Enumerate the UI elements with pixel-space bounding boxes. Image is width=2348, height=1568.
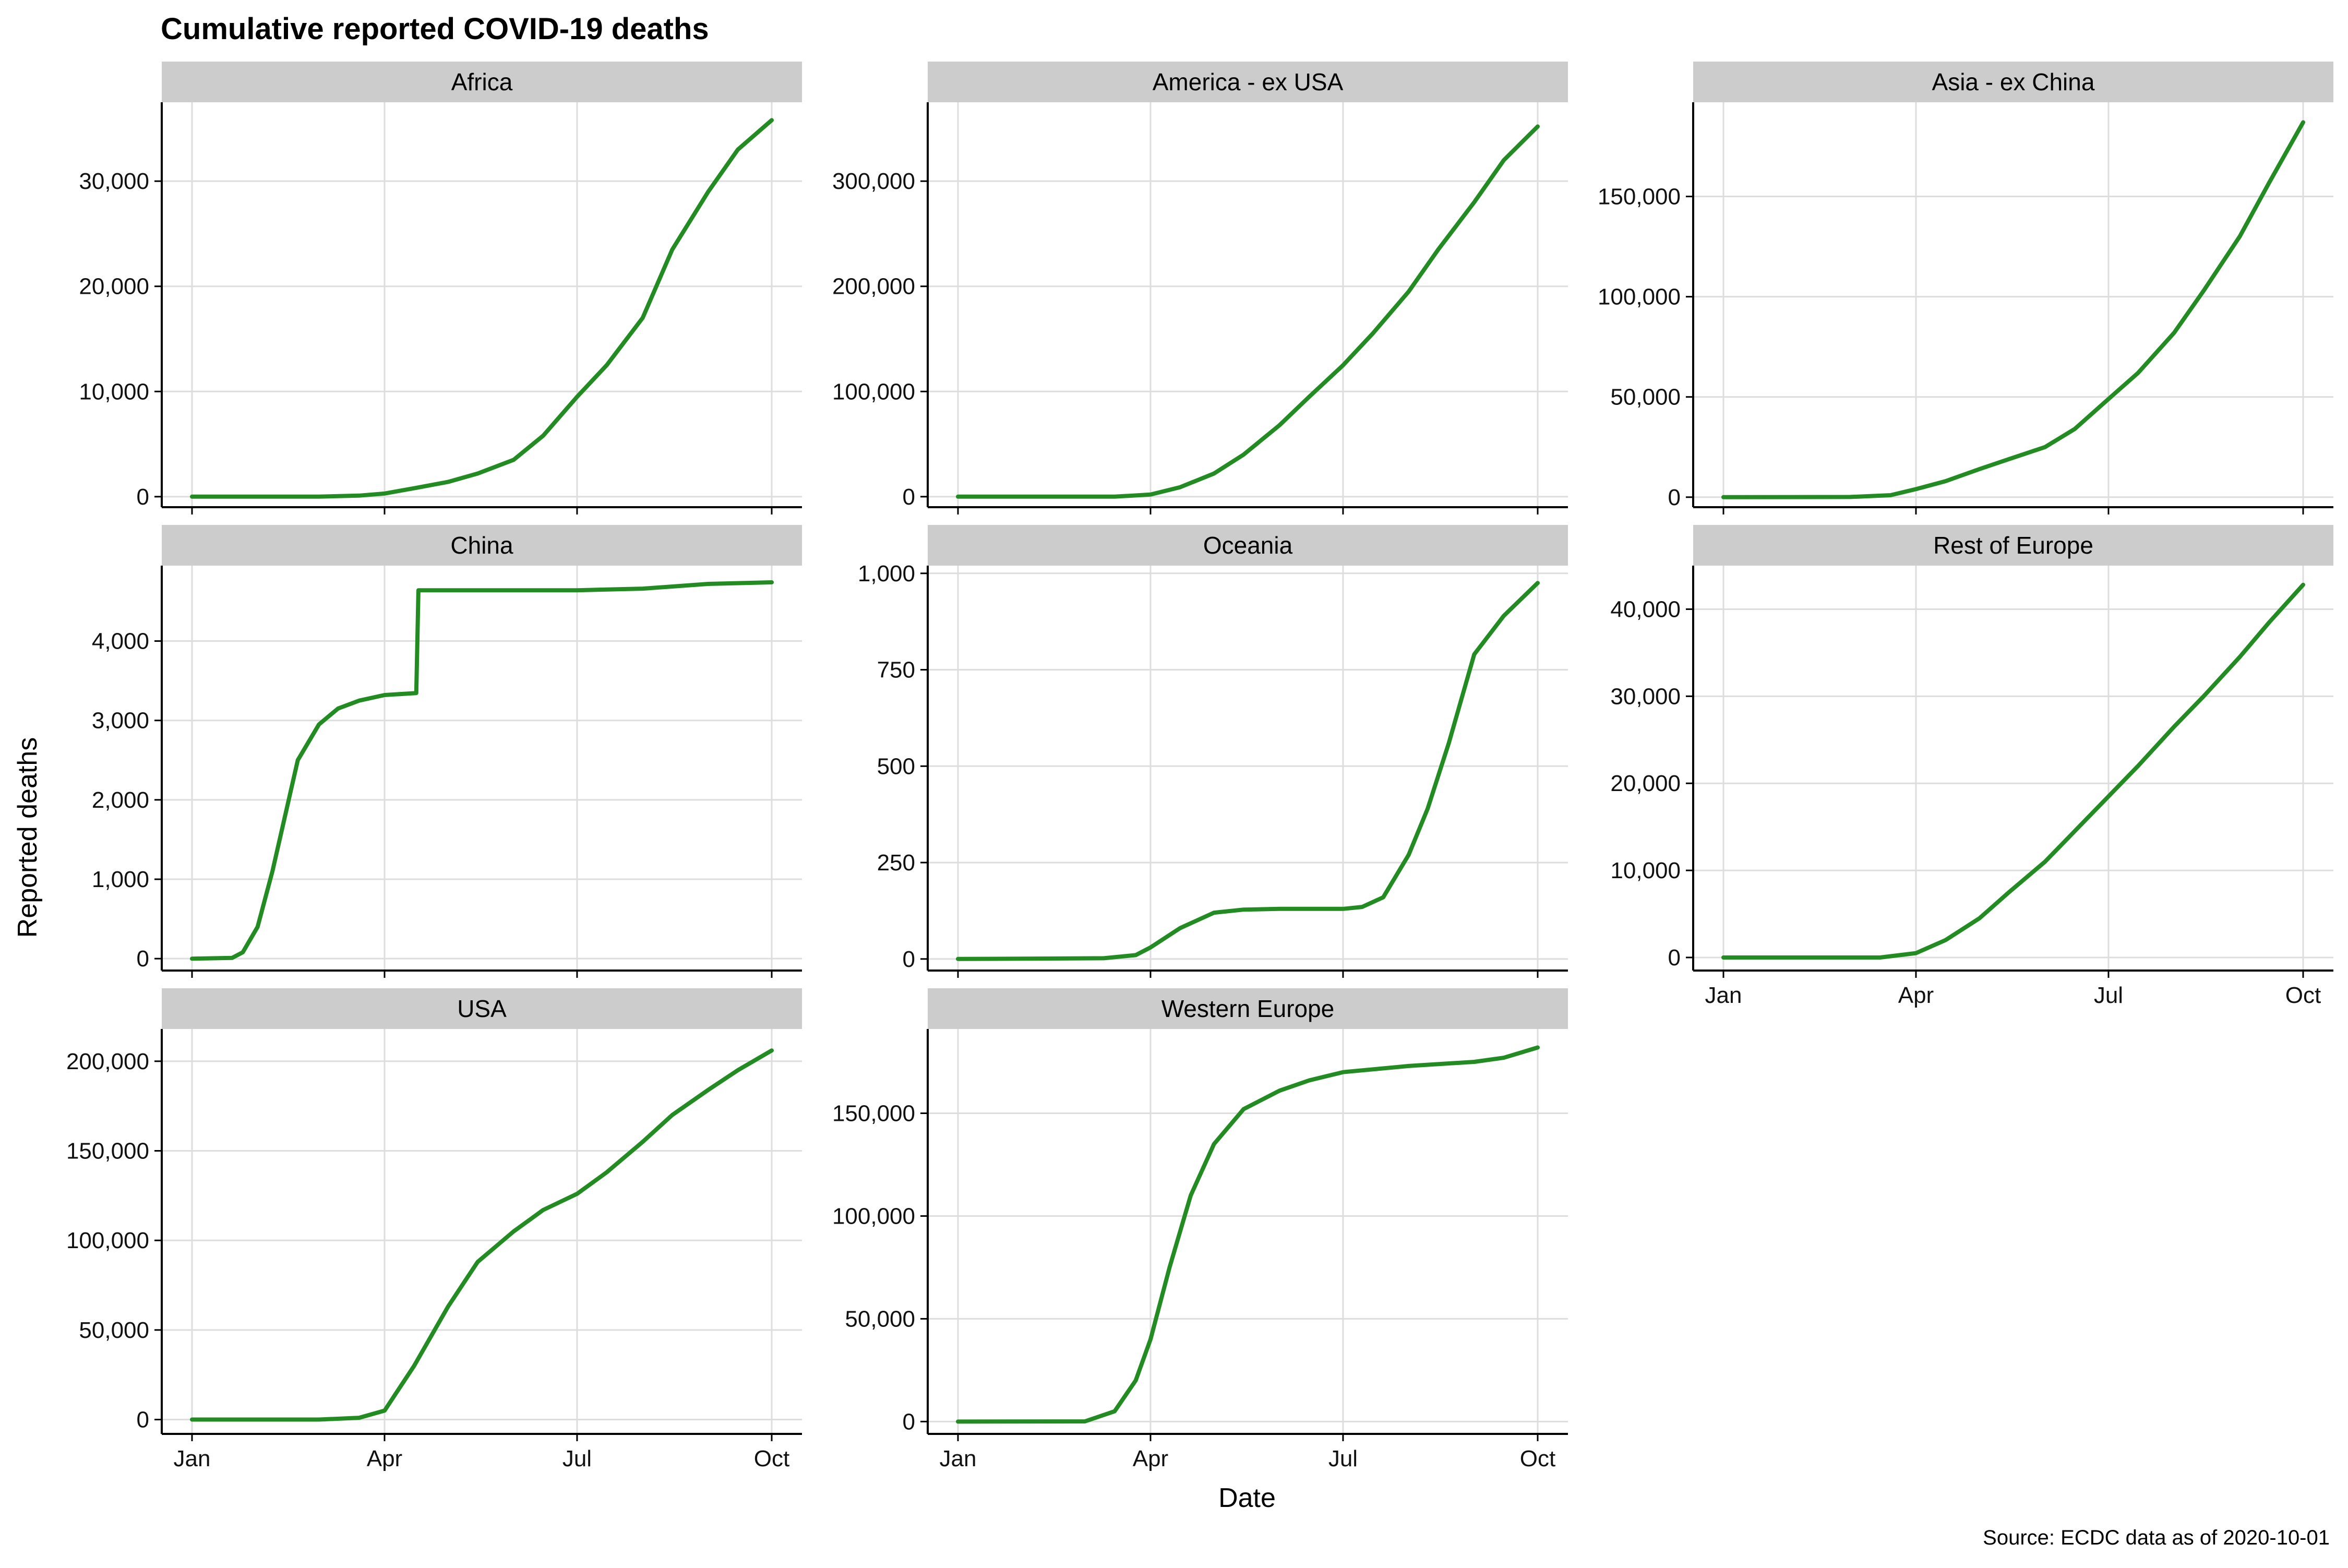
y-tick-label-africa-1: 10,000 [79,379,149,404]
y-tick-label-china-4: 4,000 [92,629,149,654]
y-tick-label-usa-0: 0 [137,1407,149,1433]
y-tick-label-africa-3: 30,000 [79,169,149,194]
y-tick-label-rest-of-europe-1: 10,000 [1610,858,1681,883]
series-line-africa [190,118,774,499]
y-tick-label-oceania-1: 250 [877,850,915,876]
series-line-usa [190,1048,774,1422]
y-tick-label-america-ex-usa-2: 200,000 [832,274,915,300]
series-line-china [190,580,774,961]
panel-label-rest-of-europe: Rest of Europe [1933,532,2093,559]
y-tick-label-asia-ex-china-3: 150,000 [1598,184,1681,210]
y-tick-label-america-ex-usa-1: 100,000 [832,379,915,404]
panel-label-china: China [450,532,513,559]
panel-label-america-ex-usa: America - ex USA [1153,68,1344,95]
y-tick-label-oceania-2: 500 [877,753,915,779]
y-tick-label-asia-ex-china-0: 0 [1668,485,1681,510]
series-line-asia-ex-china [1721,120,2305,499]
y-tick-label-usa-4: 200,000 [66,1049,149,1074]
x-tick-label-usa-jul: Jul [562,1446,592,1471]
panel-strip-china [162,525,802,566]
y-tick-label-rest-of-europe-4: 40,000 [1610,596,1681,622]
panel-label-asia-ex-china: Asia - ex China [1932,68,2095,95]
panel-label-africa: Africa [451,68,513,95]
y-tick-label-usa-2: 100,000 [66,1228,149,1253]
y-tick-label-america-ex-usa-3: 300,000 [832,169,915,194]
panel-strip-western-europe [928,988,1568,1029]
panel-strip-usa [162,988,802,1029]
panel-strip-asia-ex-china [1693,62,2333,102]
panel-label-usa: USA [457,995,507,1022]
panel-label-oceania: Oceania [1203,532,1293,559]
series-line-oceania [956,581,1540,961]
x-tick-label-western-europe-jul: Jul [1328,1446,1358,1471]
panel-america-ex-usa: America - ex USA 0 100,000 200,000 300,000 [832,62,1568,514]
y-tick-label-western-europe-1: 50,000 [845,1306,915,1332]
x-tick-label-rest-of-europe-jul: Jul [2094,983,2123,1008]
chart-caption: Source: ECDC data as of 2020-10-01 [1983,1526,2330,1549]
y-tick-label-rest-of-europe-2: 20,000 [1610,771,1681,796]
panel-china: China 0 1,000 2,000 3,000 4,000 [92,525,802,978]
x-tick-label-western-europe-oct: Oct [1520,1446,1555,1471]
y-tick-label-rest-of-europe-3: 30,000 [1610,684,1681,709]
x-tick-label-usa-apr: Apr [367,1446,402,1471]
panel-rest-of-europe: Rest of Europe 0 10,000 20,000 30,000 40,000 J… [1610,525,2333,1008]
y-tick-label-asia-ex-china-2: 100,000 [1598,284,1681,310]
panel-label-western-europe: Western Europe [1161,995,1335,1022]
panels-layer: Africa 0 10,000 20,000 30,000 America - ex US… [66,62,2333,1471]
panel-strip-oceania [928,525,1568,566]
panel-usa: USA 0 50,000 100,000 150,000 200,000 Jan Apr Jul… [66,988,802,1471]
series-line-rest-of-europe [1721,582,2305,960]
y-tick-label-china-1: 1,000 [92,867,149,892]
y-tick-label-china-2: 2,000 [92,787,149,813]
y-tick-label-oceania-3: 750 [877,657,915,683]
panel-strip-rest-of-europe [1693,525,2333,566]
panel-africa: Africa 0 10,000 20,000 30,000 [79,62,802,514]
panel-strip-america-ex-usa [928,62,1568,102]
x-axis-title: Date [1218,1483,1276,1513]
chart-title: Cumulative reported COVID-19 deaths [161,12,709,46]
x-tick-label-rest-of-europe-jan: Jan [1705,983,1742,1008]
y-tick-label-western-europe-3: 150,000 [832,1101,915,1127]
y-tick-label-usa-1: 50,000 [79,1318,149,1343]
panel-western-europe: Western Europe 0 50,000 100,000 150,000 Jan Ap… [832,988,1568,1471]
y-tick-label-china-3: 3,000 [92,708,149,734]
y-tick-label-usa-3: 150,000 [66,1138,149,1164]
y-tick-label-oceania-4: 1,000 [858,561,915,586]
y-tick-label-western-europe-2: 100,000 [832,1203,915,1229]
y-tick-label-africa-2: 20,000 [79,274,149,300]
y-tick-label-america-ex-usa-0: 0 [903,484,915,510]
series-line-america-ex-usa [956,124,1540,499]
panel-oceania: Oceania 0 250 500 750 1,000 [858,525,1568,978]
y-tick-label-rest-of-europe-0: 0 [1668,945,1681,971]
y-tick-label-western-europe-0: 0 [903,1409,915,1434]
y-axis-title: Reported deaths [13,737,43,938]
x-tick-label-western-europe-jan: Jan [940,1446,977,1471]
y-tick-label-africa-0: 0 [137,484,149,510]
panel-asia-ex-china: Asia - ex China 0 50,000 100,000 150,000 [1598,62,2333,514]
y-tick-label-asia-ex-china-1: 50,000 [1610,385,1681,410]
series-line-western-europe [956,1045,1540,1424]
x-tick-label-usa-oct: Oct [754,1446,789,1471]
x-tick-label-rest-of-europe-oct: Oct [2285,983,2321,1008]
panel-strip-africa [162,62,802,102]
x-tick-label-western-europe-apr: Apr [1133,1446,1168,1471]
y-tick-label-oceania-0: 0 [903,947,915,972]
x-tick-label-usa-jan: Jan [174,1446,211,1471]
y-tick-label-china-0: 0 [137,946,149,972]
x-tick-label-rest-of-europe-apr: Apr [1898,983,1934,1008]
